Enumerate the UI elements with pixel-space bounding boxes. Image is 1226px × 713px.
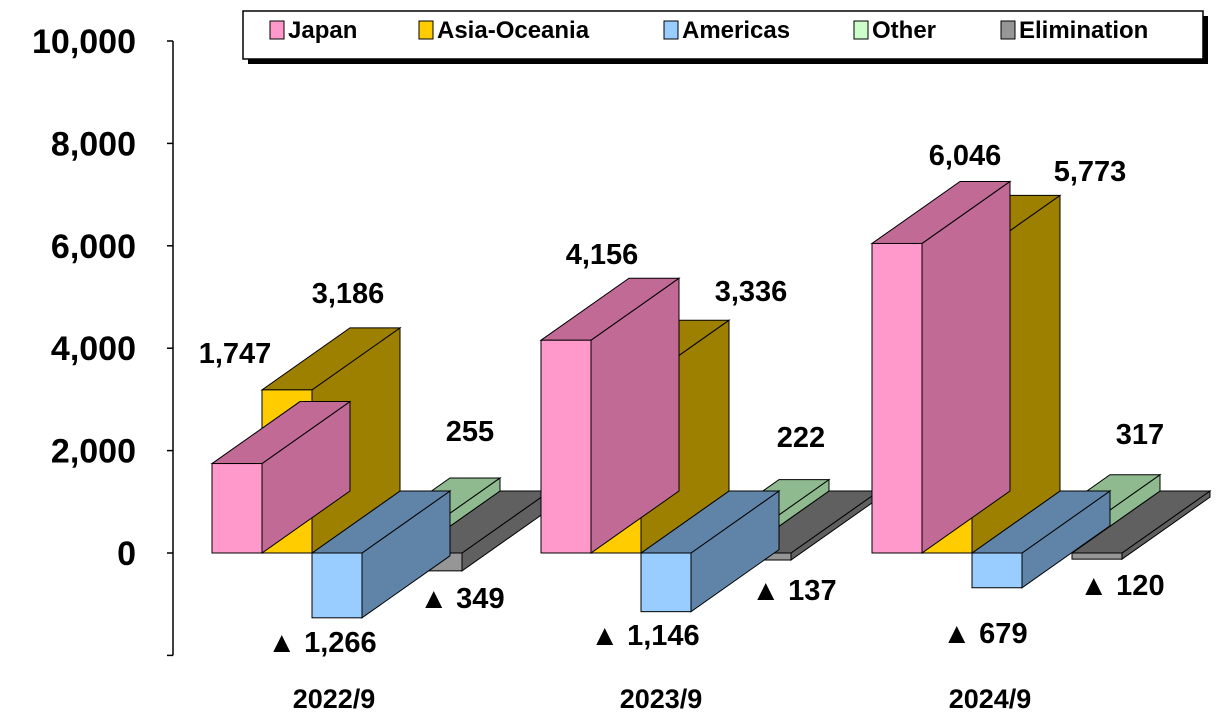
data-label-japan-2022-9: 1,747 xyxy=(199,338,272,370)
data-label-japan-2024-9: 6,046 xyxy=(929,140,1002,172)
data-label-other-2023-9: 222 xyxy=(777,422,825,454)
legend-swatch-asia-oceania xyxy=(418,20,434,40)
bar-elimination-2024-9 xyxy=(1071,552,1123,560)
legend: Japan Asia-Oceania Americas Other Eliminatio… xyxy=(242,10,1208,64)
legend-box xyxy=(242,10,1204,60)
y-tick-label: 0 xyxy=(117,535,136,573)
bar-americas-2024-9 xyxy=(971,552,1023,589)
legend-label-elimination: Elimination xyxy=(1019,17,1148,44)
legend-swatch-japan xyxy=(269,20,285,40)
category-label-2022-9: 2022/9 xyxy=(293,684,376,713)
data-label-asia-oceania-2023-9: 3,336 xyxy=(715,276,788,308)
bar-americas-2023-9 xyxy=(640,552,692,613)
y-axis: 0 2,000 4,000 6,000 8,000 10,000 xyxy=(32,23,174,657)
data-label-asia-oceania-2024-9: 5,773 xyxy=(1054,156,1127,188)
category-label-2024-9: 2024/9 xyxy=(949,684,1032,713)
data-label-japan-2023-9: 4,156 xyxy=(566,239,639,271)
bar-japan-2024-9-side xyxy=(921,180,1011,554)
bar-japan-2023-9 xyxy=(540,339,592,554)
bar-americas-2022-9 xyxy=(311,552,363,619)
data-labels: ▲ 349 255 ▲ 1,266 3,186 1,747 ▲ 137 222 ▲ 1,146… xyxy=(199,140,1165,659)
data-label-americas-2023-9: ▲ 1,146 xyxy=(590,620,699,652)
y-tick-label: 8,000 xyxy=(51,125,136,163)
bar-japan-2024-9 xyxy=(871,242,923,554)
legend-label-other: Other xyxy=(872,17,936,44)
bar-japan-2022-9 xyxy=(211,463,263,554)
category-label-2023-9: 2023/9 xyxy=(620,684,703,713)
legend-swatch-other xyxy=(853,20,869,40)
legend-label-asia-oceania: Asia-Oceania xyxy=(437,17,590,44)
data-label-elimination-2024-9: ▲ 120 xyxy=(1079,570,1164,602)
y-tick-label: 4,000 xyxy=(51,330,136,368)
legend-label-americas: Americas xyxy=(682,17,790,44)
category-labels: 2022/9 2023/9 2024/9 xyxy=(293,684,1032,713)
data-label-americas-2022-9: ▲ 1,266 xyxy=(267,627,376,659)
y-tick-label: 10,000 xyxy=(32,23,136,61)
data-label-elimination-2023-9: ▲ 137 xyxy=(751,575,836,607)
bars xyxy=(210,180,1212,619)
data-label-other-2022-9: 255 xyxy=(446,416,494,448)
data-label-elimination-2022-9: ▲ 349 xyxy=(419,583,504,615)
data-label-americas-2024-9: ▲ 679 xyxy=(942,618,1027,650)
legend-swatch-americas xyxy=(663,20,679,40)
legend-swatch-elimination xyxy=(1000,20,1016,40)
data-label-other-2024-9: 317 xyxy=(1116,419,1164,451)
y-tick-label: 2,000 xyxy=(51,433,136,471)
data-label-asia-oceania-2022-9: 3,186 xyxy=(312,278,385,310)
y-tick-label: 6,000 xyxy=(51,228,136,266)
legend-label-japan: Japan xyxy=(288,17,357,44)
